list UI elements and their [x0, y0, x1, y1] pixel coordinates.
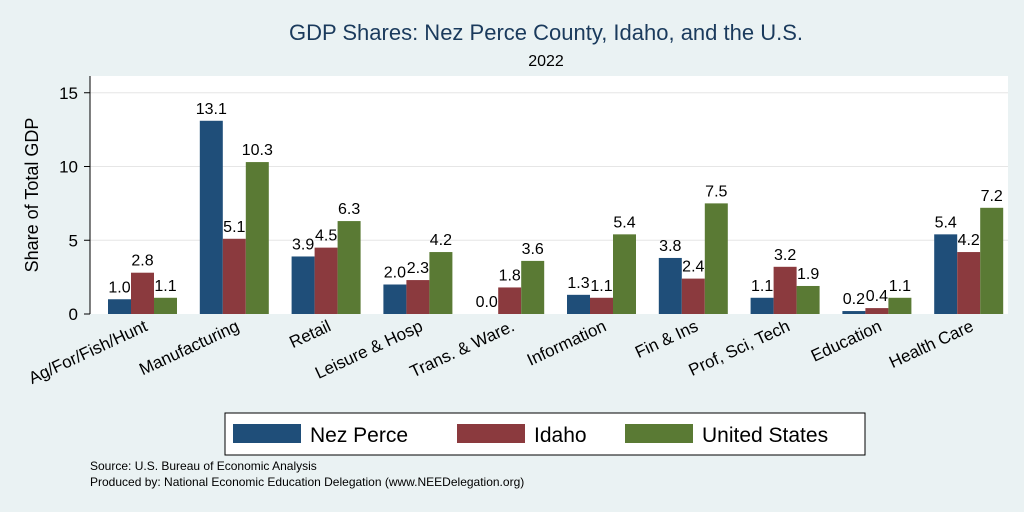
data-label: 4.5 — [315, 228, 337, 245]
produced-by-note: Produced by: National Economic Education… — [90, 475, 525, 489]
bar-1-4 — [498, 287, 522, 314]
source-note: Source: U.S. Bureau of Economic Analysis — [90, 459, 317, 473]
y-axis-label: Share of Total GDP — [22, 118, 42, 273]
y-tick-label: 0 — [69, 305, 78, 324]
legend-label: United States — [702, 424, 828, 447]
data-label: 1.8 — [499, 267, 521, 284]
legend-swatch — [457, 424, 525, 443]
data-label: 7.5 — [705, 183, 727, 200]
data-label: 10.3 — [242, 142, 273, 159]
bar-1-2 — [314, 247, 338, 314]
bar-1-0 — [131, 272, 154, 314]
bar-1-8 — [865, 308, 889, 314]
legend: Nez Perce Idaho United States — [224, 412, 866, 456]
data-label: 3.2 — [774, 247, 796, 264]
bar-2-5 — [613, 234, 636, 314]
bar-1-9 — [957, 252, 981, 314]
bar-0-8 — [842, 311, 866, 314]
data-label: 5.4 — [613, 214, 635, 231]
data-labels: 1.02.81.113.15.110.33.94.56.32.0 2.34.20.… — [108, 101, 1003, 311]
bar-2-2 — [337, 221, 361, 314]
bar-0-2 — [291, 256, 315, 314]
bar-0-9 — [934, 234, 958, 314]
bar-0-6 — [658, 257, 682, 314]
y-tick-label: 15 — [59, 84, 78, 103]
legend-box — [224, 412, 866, 456]
category-label: Trans. & Ware. — [407, 316, 517, 381]
data-label: 5.4 — [935, 214, 957, 231]
bar-1-3 — [406, 280, 430, 314]
data-label: 1.1 — [889, 278, 911, 295]
bar-1-6 — [681, 278, 705, 314]
bar-2-3 — [429, 252, 453, 314]
data-label: 1.9 — [797, 266, 819, 283]
data-label: 6.3 — [338, 201, 360, 218]
data-label: 2.8 — [131, 253, 153, 270]
bar-2-9 — [980, 207, 1004, 314]
data-label: 3.6 — [522, 241, 544, 258]
bar-0-1 — [199, 120, 223, 315]
bar-2-8 — [888, 297, 912, 314]
data-label: 3.9 — [292, 236, 314, 253]
data-label: 0.4 — [866, 288, 888, 305]
data-label: 1.1 — [751, 278, 773, 295]
data-label: 1.1 — [154, 278, 176, 295]
data-label: 0.2 — [843, 291, 865, 308]
bar-2-4 — [521, 260, 545, 314]
y-tick-label: 10 — [59, 158, 78, 177]
legend-swatch — [625, 424, 693, 443]
legend-swatch — [233, 424, 301, 443]
category-label: Health Care — [886, 316, 976, 372]
category-label: Prof, Sci, Tech — [686, 316, 793, 379]
category-label: Education — [808, 316, 885, 365]
bar-1-7 — [773, 266, 797, 314]
y-tick-label: 5 — [69, 231, 78, 250]
data-label: 13.1 — [196, 101, 227, 118]
legend-label: Nez Perce — [310, 424, 408, 447]
legend-label: Idaho — [534, 424, 587, 447]
chart-title: GDP Shares: Nez Perce County, Idaho, and… — [289, 20, 803, 45]
category-label: Fin & Ins — [632, 316, 701, 362]
category-label: Ag/For/Fish/Hunt — [26, 316, 151, 388]
bars — [108, 120, 1004, 315]
data-label: 4.2 — [958, 232, 980, 249]
data-label: 4.2 — [430, 232, 452, 249]
data-label: 0.0 — [476, 294, 498, 311]
category-label: Information — [524, 316, 609, 369]
bar-0-5 — [567, 294, 590, 314]
category-label: Retail — [286, 316, 333, 352]
bar-2-6 — [704, 203, 728, 314]
bar-1-5 — [590, 297, 613, 314]
data-label: 1.3 — [567, 275, 589, 292]
data-label: 2.0 — [384, 265, 406, 282]
data-label: 1.0 — [108, 279, 130, 296]
category-label: Manufacturing — [136, 316, 242, 379]
bar-2-7 — [796, 285, 820, 314]
y-axis-ticks: 0 5 10 15 — [59, 84, 90, 324]
data-label: 5.1 — [223, 219, 245, 236]
bar-1-1 — [222, 238, 246, 314]
data-label: 2.4 — [682, 259, 704, 276]
bar-0-0 — [108, 299, 131, 314]
data-label: 2.3 — [407, 260, 429, 277]
bar-2-1 — [245, 162, 269, 314]
bar-0-7 — [750, 297, 774, 314]
data-label: 3.8 — [659, 238, 681, 255]
data-label: 1.1 — [590, 278, 612, 295]
bar-2-0 — [154, 297, 177, 314]
bar-0-3 — [383, 284, 407, 314]
chart-subtitle: 2022 — [528, 53, 564, 70]
data-label: 7.2 — [981, 188, 1003, 205]
